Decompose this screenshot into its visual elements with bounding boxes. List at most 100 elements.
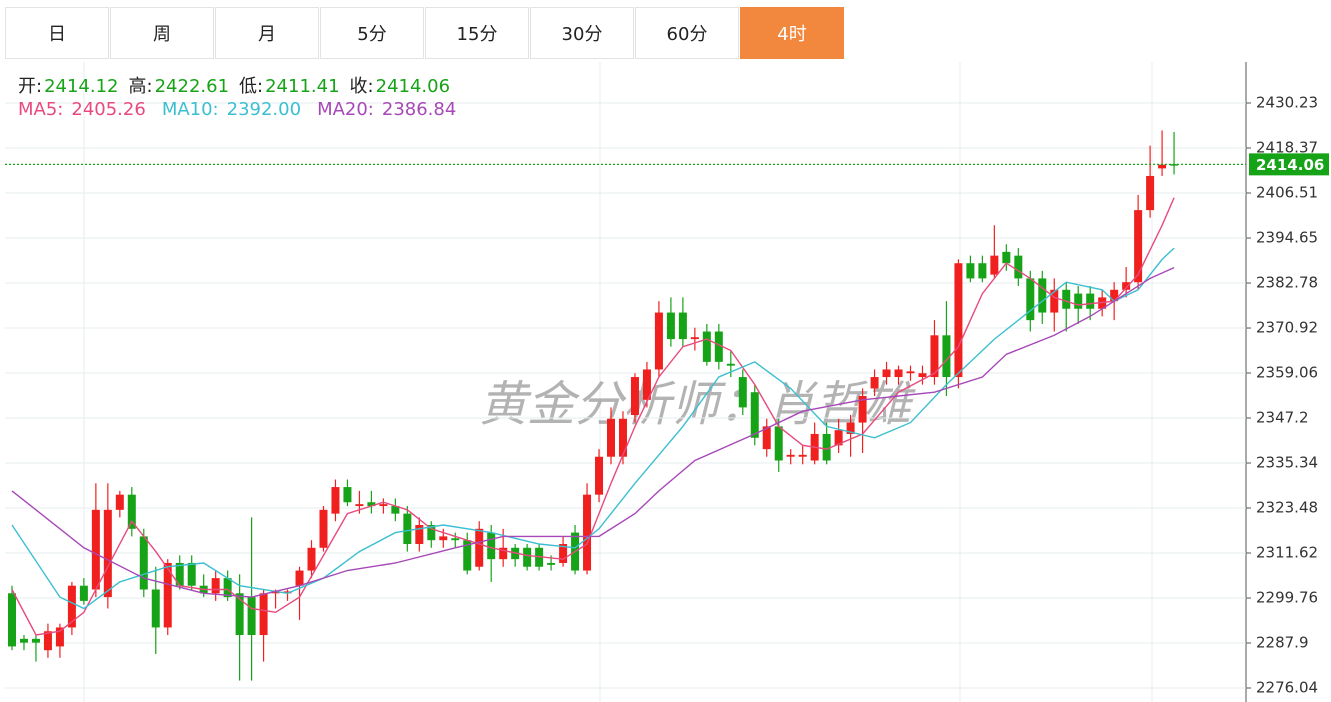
candle-body — [1074, 293, 1083, 309]
y-tick-label: 2299.76 — [1256, 589, 1318, 607]
candle-body — [942, 335, 951, 378]
ma-value: 2392.00 — [226, 99, 302, 120]
tab[interactable]: 日 — [5, 7, 109, 59]
candle-body — [67, 585, 76, 628]
candle-body — [595, 456, 604, 495]
ma-line — [11, 197, 1175, 636]
ma-info: MA5: 2405.26 MA10: 2392.00 MA20: 2386.84 — [18, 99, 472, 120]
tab[interactable]: 4时 — [740, 7, 844, 59]
candle-body — [1146, 175, 1155, 211]
ma-value: 2386.84 — [381, 99, 457, 120]
candle-body — [966, 263, 975, 279]
ohlc-label: 高: — [128, 76, 153, 97]
candle-body — [127, 494, 136, 529]
y-tick-label: 2430.23 — [1256, 94, 1318, 112]
candle-body — [367, 502, 376, 507]
ohlc-value: 2422.61 — [154, 76, 230, 97]
tab[interactable]: 15分 — [425, 7, 529, 59]
candle-body — [583, 494, 592, 571]
candle-body — [91, 509, 100, 590]
candle-body — [1002, 251, 1011, 264]
candle-body — [175, 562, 184, 586]
candle-body — [403, 513, 412, 544]
ohlc-info: 开: 2414.12 高: 2422.61 低: 2411.41 收: 2414.06 — [18, 72, 460, 98]
candle-body — [139, 536, 148, 590]
candle-body — [1026, 278, 1035, 321]
candle-body — [1086, 293, 1095, 309]
candle-body — [1110, 289, 1119, 302]
price-label: 2414.06 — [1256, 156, 1324, 174]
y-tick-label: 2335.34 — [1256, 454, 1318, 472]
candle-body — [607, 418, 615, 457]
candle-body — [115, 494, 124, 510]
ma-line — [11, 266, 1175, 598]
candle-body — [43, 631, 52, 651]
ma-label: MA5: — [18, 99, 64, 120]
candle-body — [954, 263, 963, 378]
candle-body — [31, 638, 40, 643]
candle-body — [55, 627, 64, 647]
watermark: 黄金分析师：肖哲雄 — [479, 377, 916, 433]
y-tick-label: 2287.9 — [1256, 634, 1309, 652]
candle-body — [1014, 255, 1023, 279]
y-tick-label: 2394.65 — [1256, 229, 1318, 247]
candle-body — [295, 570, 304, 586]
grid — [5, 102, 1246, 689]
candle-body — [726, 363, 735, 366]
y-tick-label: 2406.51 — [1256, 184, 1318, 202]
candle-body — [786, 454, 795, 457]
ohlc-label: 开: — [18, 76, 43, 97]
price-badge — [1249, 153, 1329, 176]
tab[interactable]: 60分 — [635, 7, 739, 59]
candle-body — [355, 504, 364, 507]
y-tick-label: 2370.92 — [1256, 319, 1318, 337]
y-tick-label: 2382.78 — [1256, 274, 1318, 292]
candle-body — [882, 369, 891, 378]
ohlc-value: 2411.41 — [265, 76, 340, 97]
ma-label: MA20: — [317, 99, 374, 120]
candle-body — [151, 589, 160, 628]
y-tick-label: 2347.2 — [1256, 409, 1309, 427]
candle-body — [1038, 278, 1047, 313]
candle-body — [103, 509, 112, 598]
candle-body — [451, 538, 460, 541]
y-tick-label: 2311.62 — [1256, 544, 1318, 562]
tab[interactable]: 5分 — [320, 7, 424, 59]
candle-body — [247, 597, 256, 636]
candle-body — [187, 562, 196, 586]
candle-body — [259, 593, 268, 636]
candle-body — [1050, 289, 1059, 313]
ma-label: MA10: — [161, 99, 219, 120]
tab[interactable]: 30分 — [530, 7, 634, 59]
candle-body — [523, 547, 532, 567]
tab[interactable]: 月 — [215, 7, 319, 59]
candle-body — [738, 377, 747, 408]
candle-body — [1158, 164, 1167, 169]
candle-body — [846, 422, 855, 434]
candle-body — [415, 525, 424, 544]
candle-body — [331, 487, 340, 514]
candle-body — [834, 430, 843, 446]
candle-body — [894, 369, 903, 378]
candle-body — [211, 578, 220, 594]
ohlc-label: 收: — [349, 76, 374, 97]
candle-body — [499, 547, 508, 560]
candle-body — [630, 377, 639, 415]
candle-body — [1062, 289, 1071, 309]
candle-body — [690, 337, 699, 340]
y-tick-label: 2418.37 — [1256, 139, 1318, 157]
tab[interactable]: 周 — [110, 7, 214, 59]
candle-body — [750, 392, 759, 438]
candle-body — [427, 525, 436, 541]
candle-body — [1134, 210, 1143, 283]
candle-body — [283, 591, 292, 594]
candle-body — [547, 562, 556, 565]
candle-body — [678, 312, 687, 340]
candle-body — [654, 312, 663, 370]
ohlc-label: 低: — [239, 76, 264, 97]
ma-line — [11, 247, 1175, 610]
ohlc-value: 2414.12 — [44, 76, 119, 97]
candle-body — [343, 487, 352, 503]
candle-body — [822, 433, 831, 461]
candle-body — [559, 543, 568, 563]
